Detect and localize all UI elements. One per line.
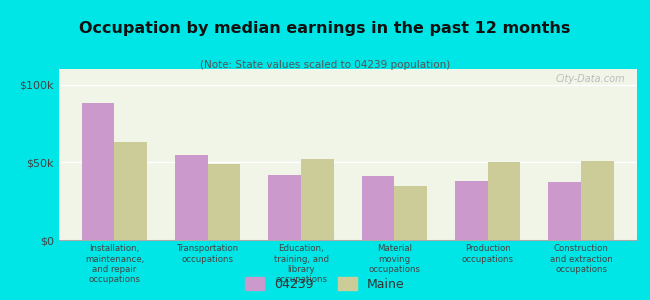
Bar bbox=[114, 142, 147, 240]
Text: (Note: State values scaled to 04239 population): (Note: State values scaled to 04239 popu… bbox=[200, 60, 450, 70]
Legend: 04239, Maine: 04239, Maine bbox=[245, 277, 405, 291]
Bar bbox=[82, 103, 114, 240]
Bar bbox=[208, 164, 240, 240]
Bar bbox=[488, 162, 521, 240]
Bar bbox=[455, 181, 488, 240]
Bar bbox=[581, 161, 614, 240]
Bar bbox=[362, 176, 395, 240]
Bar bbox=[301, 159, 333, 240]
Bar bbox=[549, 182, 581, 240]
Text: City-Data.com: City-Data.com bbox=[556, 74, 625, 84]
Bar bbox=[175, 154, 208, 240]
Text: Occupation by median earnings in the past 12 months: Occupation by median earnings in the pas… bbox=[79, 21, 571, 36]
Bar bbox=[268, 175, 301, 240]
Bar bbox=[395, 186, 427, 240]
